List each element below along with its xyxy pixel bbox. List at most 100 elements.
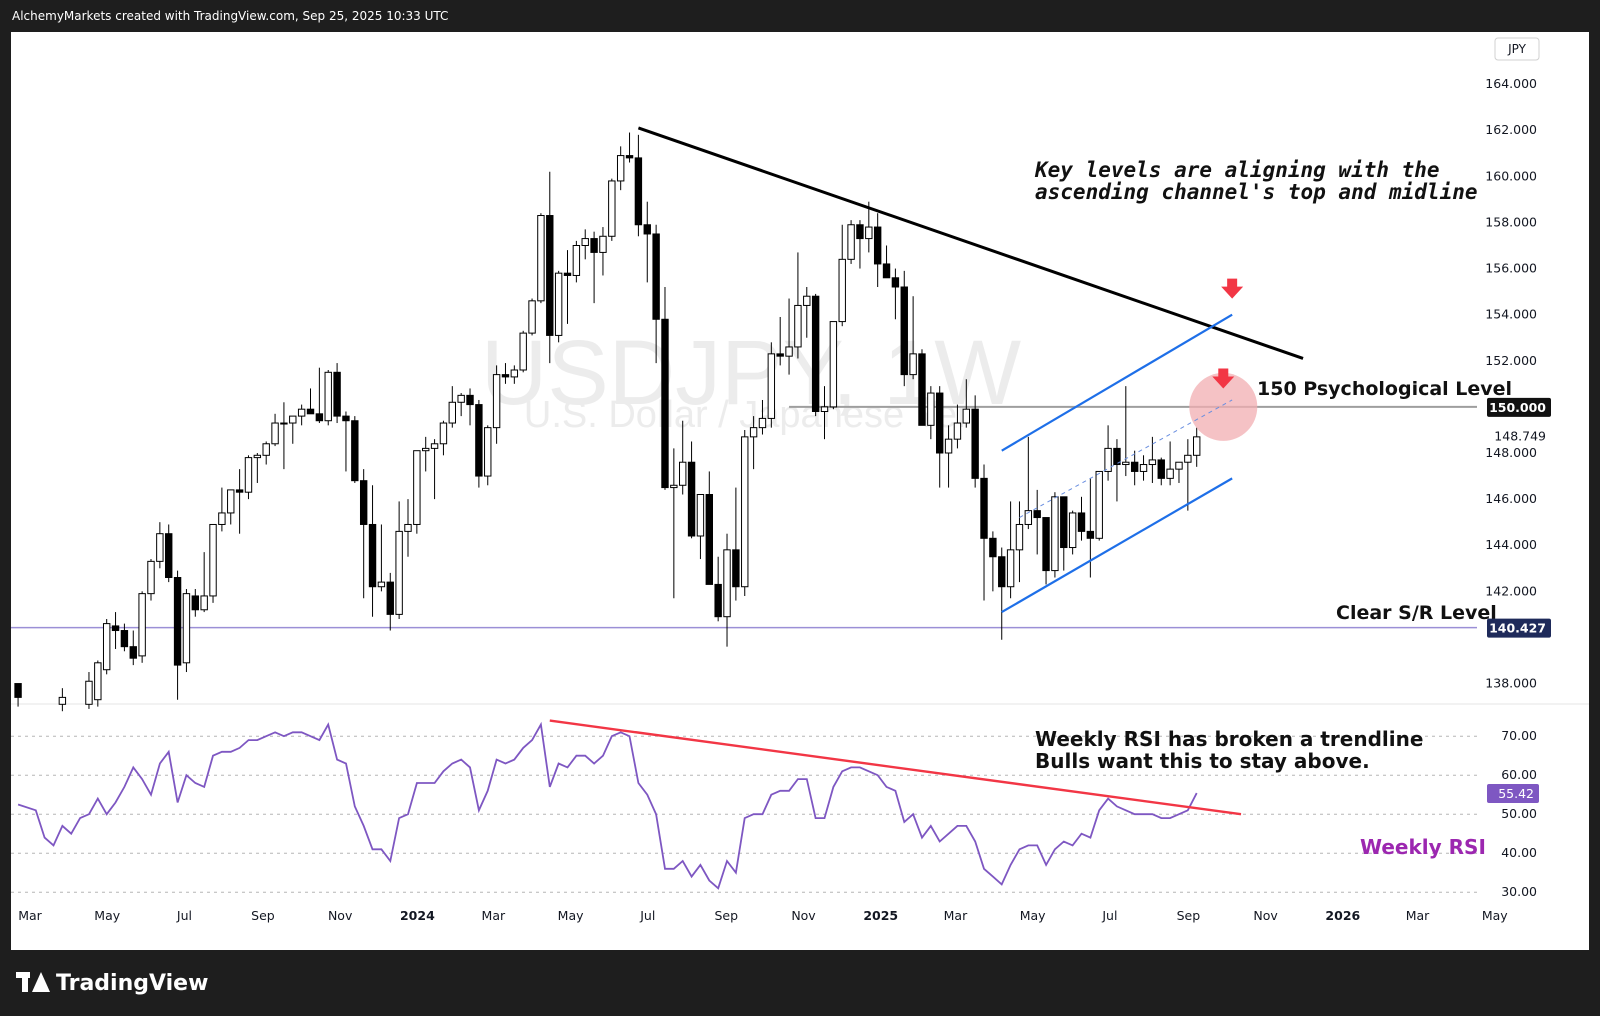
candle-down <box>811 295 820 413</box>
annotation-key-levels-line1: Key levels are aligning with the <box>1034 158 1440 182</box>
candle-up <box>962 408 970 424</box>
time-tick-label: May <box>558 908 584 923</box>
candle-up <box>147 560 155 595</box>
candle-up <box>1166 468 1174 479</box>
candle-up <box>289 415 297 424</box>
candle-down <box>776 353 784 357</box>
candle-down <box>120 630 129 648</box>
candle-down <box>936 392 944 454</box>
candle-up <box>262 443 270 456</box>
candle-up <box>218 512 226 525</box>
candle-down <box>351 420 359 482</box>
sr-level-price-tag-bg <box>1487 618 1551 638</box>
candle-up <box>1024 510 1033 525</box>
candle-up <box>484 427 492 477</box>
candle-down <box>1113 447 1121 466</box>
price-tick-label: 156.000 <box>1485 261 1537 276</box>
candle-down <box>1157 459 1165 479</box>
candle-up <box>85 680 93 705</box>
candle-down <box>856 224 864 240</box>
candle-down <box>359 480 368 525</box>
candle-up <box>616 155 625 182</box>
candle-up <box>803 295 811 306</box>
candle-down <box>315 413 324 422</box>
sr-level-label: Clear S/R Level <box>1336 602 1497 624</box>
candle-down <box>165 533 173 579</box>
candle-up <box>280 422 288 425</box>
candle-up <box>1051 496 1059 572</box>
candle-down <box>882 263 891 279</box>
price-tick-label: 162.000 <box>1485 122 1537 137</box>
candle-down <box>1130 461 1139 472</box>
candle-up <box>324 371 332 422</box>
price-tick-label: 142.000 <box>1485 583 1537 598</box>
candle-up <box>758 417 767 429</box>
time-tick-label: Mar <box>18 908 42 923</box>
candle-down <box>173 577 182 666</box>
candle-up <box>794 304 802 348</box>
candle-down <box>714 583 722 618</box>
candle-down <box>466 394 474 406</box>
tradingview-brand-text: TradingView <box>56 970 209 996</box>
candle-down <box>652 233 660 320</box>
candle-up <box>767 353 776 419</box>
candle-up <box>510 369 519 378</box>
candle-up <box>1139 464 1148 472</box>
candle-up <box>537 215 545 302</box>
candle-down <box>235 489 244 493</box>
candle-down <box>732 549 740 588</box>
tradingview-logo[interactable]: TradingView <box>16 970 208 996</box>
price-tick-label: 160.000 <box>1485 168 1537 183</box>
candle-down <box>129 646 137 659</box>
candle-up <box>1122 461 1130 466</box>
psych-level-price-tag: 150.000 <box>1489 400 1546 415</box>
candle-up <box>94 662 102 701</box>
channel-lower-line <box>1001 477 1233 614</box>
channel-upper-line <box>1001 313 1233 452</box>
rsi-current-tag-bg <box>1487 784 1539 804</box>
current-price-tag: 148.749 <box>1494 429 1546 444</box>
candle-down <box>705 494 713 585</box>
candle-up <box>865 226 873 240</box>
candle-up <box>909 353 917 376</box>
candle-down <box>634 157 643 226</box>
time-tick-label: 2025 <box>863 908 898 923</box>
rsi-tick-label: 70.00 <box>1501 728 1537 743</box>
candle-up <box>1148 459 1157 466</box>
candle-down <box>546 215 554 336</box>
psych-level-price-tag-bg <box>1487 397 1551 417</box>
candle-up <box>138 593 146 657</box>
candle-down <box>342 415 350 422</box>
chart-frame[interactable]: USDJPY, 1W U.S. Dollar / Japanese Yen Ke… <box>11 32 1589 950</box>
candle-down <box>333 371 341 417</box>
time-tick-label: Jul <box>1101 908 1117 923</box>
rsi-trendline <box>549 719 1242 816</box>
time-tick-label: Mar <box>482 908 506 923</box>
candle-up <box>209 523 217 597</box>
candle-down <box>643 224 651 235</box>
rsi-tick-label: 40.00 <box>1501 845 1537 860</box>
candle-up <box>838 258 846 323</box>
candle-down <box>918 353 926 426</box>
candle-down <box>1060 496 1068 549</box>
candle-down <box>1033 510 1041 519</box>
candle-down <box>111 625 120 632</box>
candle-down <box>661 318 669 489</box>
time-tick-label: 2026 <box>1325 908 1360 923</box>
candle-down <box>687 461 696 537</box>
price-tick-label: 144.000 <box>1485 537 1537 552</box>
time-tick-label: 2024 <box>400 908 435 923</box>
rsi-tick-label: 60.00 <box>1501 767 1537 782</box>
candle-up <box>599 235 607 253</box>
candle-up <box>741 436 749 588</box>
descending-resistance-trendline <box>637 126 1304 360</box>
candle-down <box>989 537 997 558</box>
price-tick-label: 158.000 <box>1485 214 1537 229</box>
candle-up <box>227 489 235 514</box>
usdjpy-weekly-chart[interactable]: USDJPY, 1W U.S. Dollar / Japanese Yen Ke… <box>11 32 1589 950</box>
candle-up <box>1095 470 1103 539</box>
candle-down <box>998 556 1006 588</box>
candle-up <box>102 623 111 671</box>
candle-down <box>625 155 634 159</box>
time-tick-label: Nov <box>328 908 353 923</box>
